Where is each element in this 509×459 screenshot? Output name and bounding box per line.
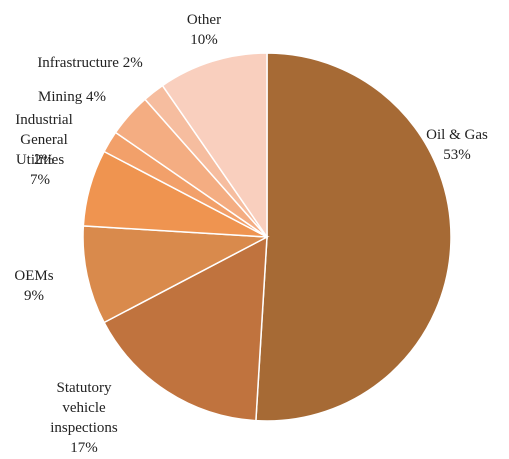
category-label: Mining — [38, 89, 83, 105]
value-label: 2% — [34, 152, 54, 168]
slice-label: Oil & Gas 53% — [407, 125, 507, 165]
pie-slice — [255, 52, 452, 422]
category-label: Other — [186, 12, 222, 28]
slice-label: Statutory vehicle inspections 17% — [39, 378, 129, 458]
pie-slice — [161, 52, 268, 240]
value-label: 9% — [24, 288, 44, 304]
value-label: 7% — [30, 172, 50, 188]
pie-slice — [82, 225, 270, 324]
value-label: 2% — [122, 55, 143, 71]
slice-label: Mining 4% — [38, 87, 106, 107]
value-label: 10% — [190, 32, 218, 48]
category-label: Utilities — [15, 152, 65, 168]
value-label: 53% — [443, 147, 471, 163]
slice-label: Utilities 7% — [5, 150, 75, 190]
slice-label: Other 10% — [169, 10, 239, 50]
category-label: Industrial General — [15, 112, 73, 148]
category-label: OEMs — [14, 268, 54, 284]
slice-label: OEMs 9% — [4, 266, 64, 306]
category-label: Statutory vehicle inspections — [50, 380, 118, 436]
category-label: Oil & Gas — [426, 127, 488, 143]
pie-slice — [103, 235, 268, 422]
category-label: Infrastructure — [37, 55, 119, 71]
slice-label: Industrial General 2% — [7, 110, 82, 170]
value-label: 17% — [70, 440, 98, 456]
slice-label: Infrastructure 2% — [37, 53, 142, 73]
value-label: 4% — [85, 89, 106, 105]
